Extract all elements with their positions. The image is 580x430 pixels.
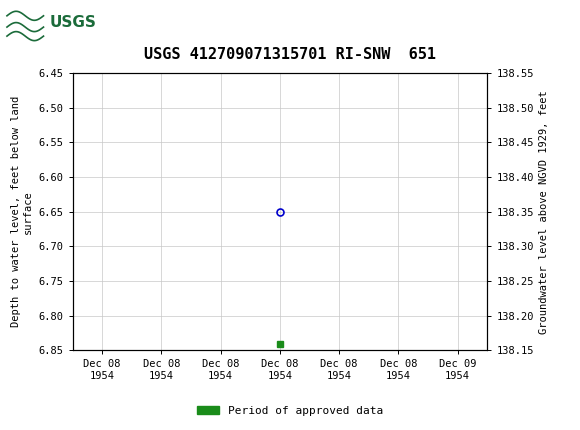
Text: USGS 412709071315701 RI-SNW  651: USGS 412709071315701 RI-SNW 651 <box>144 47 436 62</box>
Text: USGS: USGS <box>49 15 96 30</box>
Legend: Period of approved data: Period of approved data <box>193 401 387 420</box>
Y-axis label: Depth to water level, feet below land
surface: Depth to water level, feet below land su… <box>12 96 33 327</box>
Y-axis label: Groundwater level above NGVD 1929, feet: Groundwater level above NGVD 1929, feet <box>539 90 549 334</box>
Bar <box>6 3 87 42</box>
